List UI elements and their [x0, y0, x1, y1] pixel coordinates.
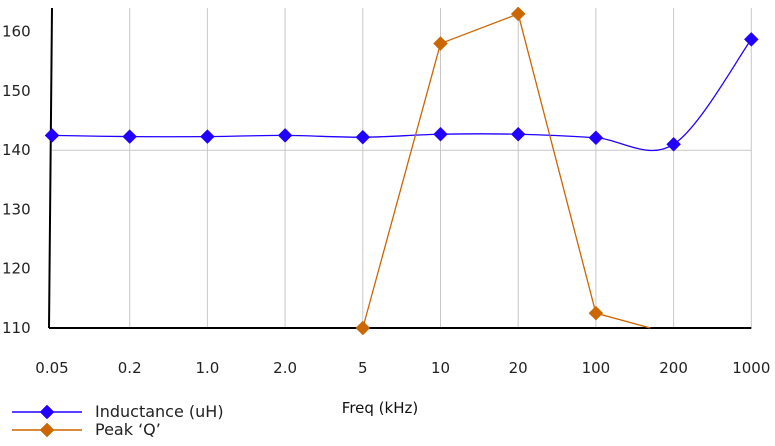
x-tick-label: 0.05 — [35, 359, 68, 377]
y-tick-labels: 110 120 130 140 150 160 — [2, 23, 31, 337]
y-tick-label: 150 — [2, 82, 31, 100]
data-point — [433, 36, 448, 51]
data-point — [44, 128, 60, 143]
x-axis-label: Freq (kHz) — [342, 399, 418, 417]
x-tick-label: 0.2 — [118, 359, 142, 377]
data-point — [200, 129, 215, 144]
y-tick-label: 120 — [2, 260, 31, 278]
data-point — [666, 136, 681, 152]
data-point — [355, 320, 371, 336]
data-point — [743, 32, 759, 47]
axes — [48, 7, 752, 329]
series-line-1 — [362, 13, 651, 329]
y-axis-line — [48, 7, 53, 329]
data-point — [122, 129, 138, 144]
grid-lines — [52, 8, 752, 328]
y-tick-label: 130 — [2, 200, 31, 218]
data-point — [39, 404, 55, 420]
series-line-0 — [51, 39, 752, 152]
data-point — [588, 305, 604, 321]
x-tick-label: 1.0 — [195, 359, 219, 377]
data-point — [510, 126, 526, 142]
x-tick-label: 2.0 — [273, 359, 297, 377]
x-tick-label: 5 — [358, 359, 368, 377]
x-tick-labels: 0.05 0.2 1.0 2.0 5 10 20 100 200 1000 — [35, 359, 770, 377]
x-tick-label: 1000 — [732, 359, 770, 377]
x-tick-label: 100 — [582, 359, 611, 377]
y-tick-label: 110 — [2, 319, 31, 337]
x-tick-label: 200 — [659, 359, 688, 377]
legend-label: Peak ‘Q’ — [95, 420, 161, 439]
legend: Inductance (uH)Peak ‘Q’ — [12, 402, 224, 439]
data-point — [39, 422, 55, 438]
y-tick-label: 160 — [2, 23, 31, 41]
y-tick-label: 140 — [2, 141, 31, 159]
data-point — [355, 129, 371, 145]
legend-label: Inductance (uH) — [95, 402, 224, 421]
data-point — [433, 126, 448, 142]
data-point — [588, 130, 604, 146]
x-tick-label: 20 — [509, 359, 528, 377]
data-point — [277, 128, 293, 143]
series-layer — [44, 6, 759, 336]
data-point — [510, 6, 526, 22]
x-tick-label: 10 — [431, 359, 450, 377]
